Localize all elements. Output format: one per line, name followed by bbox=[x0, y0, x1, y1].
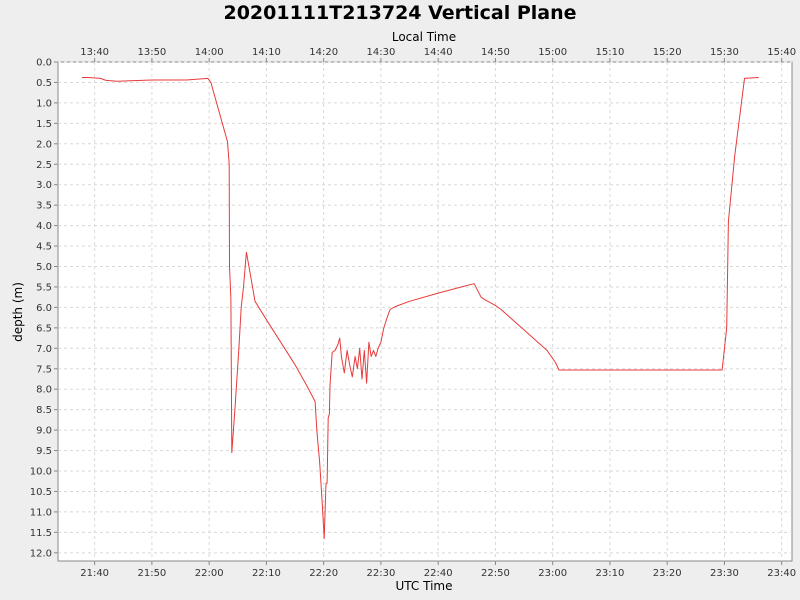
x-tick-label: 23:10 bbox=[596, 568, 625, 579]
grid bbox=[58, 61, 792, 561]
x-tick-label: 22:00 bbox=[195, 568, 224, 579]
y-tick-label: 4.5 bbox=[36, 242, 52, 253]
y-tick-label: 11.5 bbox=[30, 528, 52, 539]
top-tick-label: 13:40 bbox=[80, 47, 109, 58]
top-tick-label: 14:30 bbox=[367, 47, 396, 58]
y-tick-label: 3.5 bbox=[36, 201, 52, 212]
y-axis-label: depth (m) bbox=[11, 282, 25, 342]
top-axis-label: Local Time bbox=[392, 30, 456, 44]
x-tick-label: 22:40 bbox=[424, 568, 453, 579]
y-tick-label: 10.0 bbox=[30, 467, 52, 478]
y-tick-label: 3.0 bbox=[36, 180, 52, 191]
top-tick-label: 15:30 bbox=[710, 47, 739, 58]
chart-title: 20201111T213724 Vertical Plane bbox=[223, 2, 576, 24]
y-tick-label: 4.0 bbox=[36, 221, 52, 232]
top-tick-label: 15:40 bbox=[767, 47, 796, 58]
series-layer bbox=[82, 77, 759, 539]
x-tick-label: 21:40 bbox=[80, 568, 109, 579]
x-tick-label: 23:40 bbox=[767, 568, 796, 579]
x-axis-label: UTC Time bbox=[396, 579, 453, 593]
y-tick-label: 6.5 bbox=[36, 323, 52, 334]
x-tick-label: 22:20 bbox=[309, 568, 338, 579]
y-tick-label: 7.5 bbox=[36, 364, 52, 375]
top-tick-label: 14:40 bbox=[424, 47, 453, 58]
top-tick-label: 13:50 bbox=[137, 47, 166, 58]
top-tick-label: 14:00 bbox=[195, 47, 224, 58]
x-tick-label: 22:50 bbox=[481, 568, 510, 579]
x-tick-label: 23:00 bbox=[538, 568, 567, 579]
x-tick-label: 23:20 bbox=[653, 568, 682, 579]
top-tick-label: 15:10 bbox=[596, 47, 625, 58]
y-tick-label: 9.0 bbox=[36, 426, 52, 437]
y-tick-label: 1.5 bbox=[36, 119, 52, 130]
y-tick-label: 5.0 bbox=[36, 262, 52, 273]
x-tick-label: 22:10 bbox=[252, 568, 281, 579]
y-tick-label: 8.0 bbox=[36, 385, 52, 396]
y-tick-label: 7.0 bbox=[36, 344, 52, 355]
y-tick-label: 6.0 bbox=[36, 303, 52, 314]
y-tick-label: 2.0 bbox=[36, 139, 52, 150]
y-tick-label: 9.5 bbox=[36, 446, 52, 457]
y-tick-label: 11.0 bbox=[30, 507, 52, 518]
top-tick-label: 15:00 bbox=[538, 47, 567, 58]
axis-ticks: 21:40 21:50 22:00 22:10 22:20 22:30 22:40 22:50… bbox=[30, 47, 796, 579]
x-tick-label: 21:50 bbox=[137, 568, 166, 579]
y-tick-label: 5.5 bbox=[36, 282, 52, 293]
y-tick-label: 10.5 bbox=[30, 487, 52, 498]
top-tick-label: 14:50 bbox=[481, 47, 510, 58]
top-tick-label: 14:10 bbox=[252, 47, 281, 58]
top-tick-label: 15:20 bbox=[653, 47, 682, 58]
top-tick-label: 14:20 bbox=[309, 47, 338, 58]
x-tick-label: 23:30 bbox=[710, 568, 739, 579]
plot-area bbox=[57, 61, 793, 562]
y-tick-label: 0.5 bbox=[36, 78, 52, 89]
x-tick-label: 22:30 bbox=[367, 568, 396, 579]
y-tick-label: 1.0 bbox=[36, 98, 52, 109]
y-tick-label: 8.5 bbox=[36, 405, 52, 416]
y-tick-label: 12.0 bbox=[30, 548, 52, 559]
series-line-depth bbox=[82, 77, 759, 539]
y-tick-label: 0.0 bbox=[36, 58, 52, 69]
y-tick-label: 2.5 bbox=[36, 160, 52, 171]
